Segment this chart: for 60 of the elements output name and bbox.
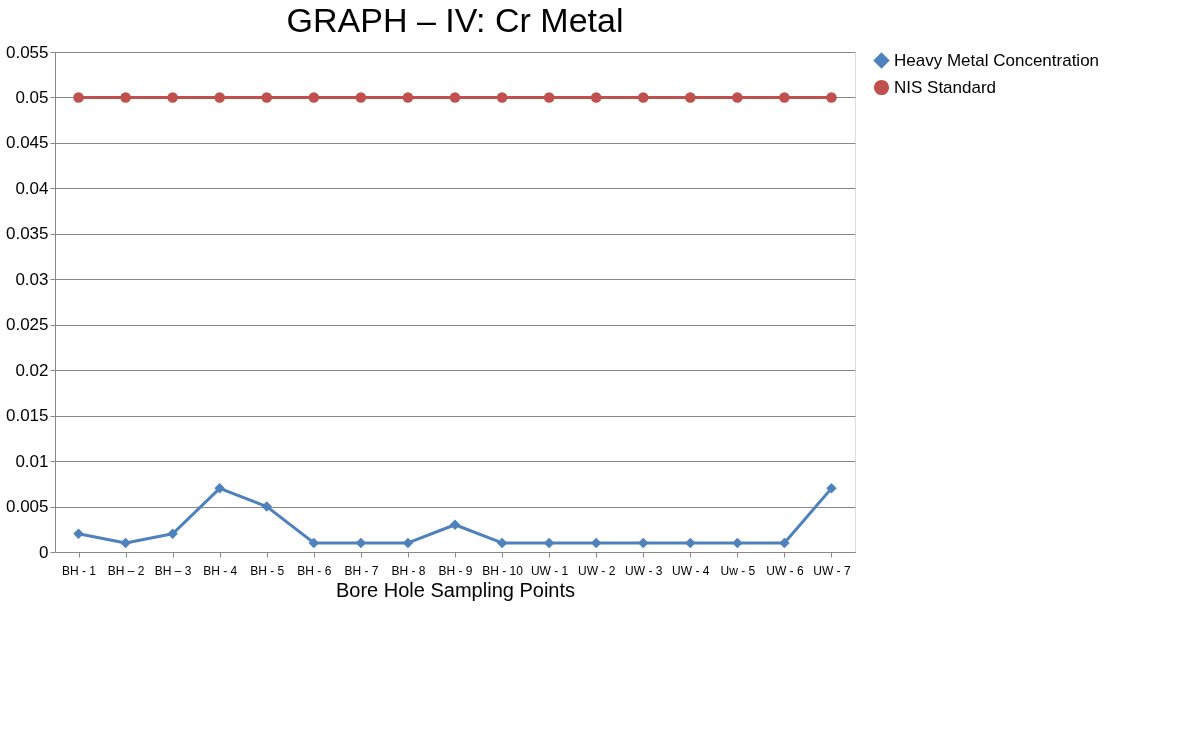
point <box>449 519 461 530</box>
point <box>120 537 131 549</box>
y-tick-label: 0.04 <box>15 178 49 198</box>
point <box>590 92 602 103</box>
y-tick-label: 0.015 <box>5 406 49 426</box>
point <box>685 537 696 549</box>
x-tick-label: UW - 1 <box>530 563 569 578</box>
x-tick-label: UW - 7 <box>813 563 851 578</box>
point <box>261 92 273 103</box>
legend-label: NIS Standard <box>894 77 997 97</box>
point <box>167 528 178 540</box>
x-tick-label: UW - 3 <box>625 563 663 578</box>
y-tick-label: 0.025 <box>5 315 49 335</box>
y-tick-label: 0.045 <box>5 133 49 153</box>
x-tick-label: BH - 5 <box>250 563 285 578</box>
x-tick-label: BH – 3 <box>154 563 192 578</box>
point <box>73 528 84 540</box>
y-tick-label: 0.05 <box>15 87 49 107</box>
x-tick-label: Uw - 5 <box>720 563 756 578</box>
y-tick-label: 0.03 <box>15 269 49 289</box>
point <box>732 537 743 549</box>
x-axis-title: Bore Hole Sampling Points <box>335 578 576 601</box>
point <box>308 92 320 103</box>
legend-label: Heavy Metal Concentration <box>894 50 1100 70</box>
x-tick-label: BH – 2 <box>107 563 145 578</box>
point <box>214 92 225 103</box>
y-tick-label: 0.02 <box>15 360 49 380</box>
point <box>73 92 84 103</box>
point <box>779 537 790 549</box>
point <box>261 501 273 512</box>
x-tick-label: BH - 1 <box>62 563 97 578</box>
point <box>826 92 837 103</box>
x-tick-label: UW - 2 <box>578 563 616 578</box>
point <box>402 92 414 103</box>
x-tick-label: BH - 9 <box>438 563 473 578</box>
point <box>355 92 367 103</box>
x-tick-label: UW - 4 <box>672 563 710 578</box>
point <box>496 92 508 103</box>
y-tick-label: 0.035 <box>5 224 49 244</box>
point <box>543 92 555 103</box>
chart-title: GRAPH – IV: Cr Metal <box>286 1 624 39</box>
y-tick-label: 0.005 <box>5 497 49 517</box>
point <box>826 483 837 494</box>
point <box>637 92 649 103</box>
x-tick-label: BH - 6 <box>297 563 332 578</box>
x-tick-label: BH - 10 <box>482 563 524 578</box>
point <box>449 92 461 103</box>
x-tick-label: BH - 7 <box>344 563 379 578</box>
y-tick-label: 0.055 <box>5 42 49 62</box>
y-tick-label: 0.01 <box>15 451 49 471</box>
point <box>120 92 131 103</box>
point <box>214 483 225 494</box>
point <box>779 92 790 103</box>
point <box>732 92 743 103</box>
y-tick-label: 0 <box>39 542 49 562</box>
x-tick-label: UW - 6 <box>766 563 804 578</box>
point <box>167 92 178 103</box>
x-tick-label: BH - 8 <box>391 563 426 578</box>
x-tick-label: BH - 4 <box>203 563 238 578</box>
point <box>685 92 696 103</box>
